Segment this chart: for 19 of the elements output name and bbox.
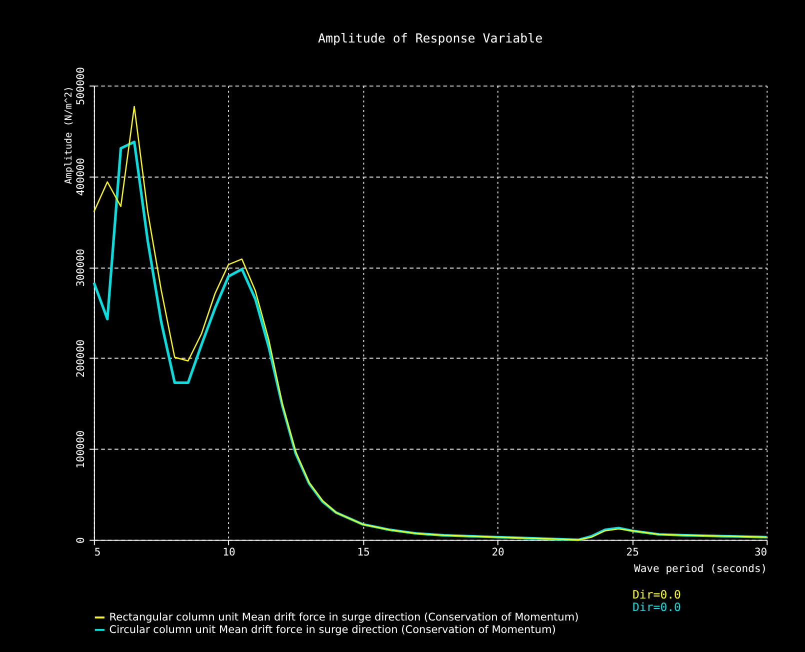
x-tick-label: 25 — [626, 546, 639, 559]
y-tick-label: 0 — [74, 537, 87, 544]
legend-label: Circular column unit Mean drift force in surge direction (Conservation of Momentum) — [109, 624, 556, 636]
text: Dir=0.0 — [632, 600, 682, 614]
y-tick-label: 200000 — [74, 340, 87, 378]
y-tick-label: 100000 — [74, 430, 87, 468]
x-tick-label: 30 — [754, 546, 768, 559]
y-tick-label: 400000 — [74, 158, 87, 196]
y-axis-title: Amplitude (N/m^2) — [63, 86, 74, 184]
text: Dir=0.0 — [632, 587, 682, 602]
x-tick-label: 10 — [222, 546, 236, 559]
x-axis-title: Wave period (seconds) — [634, 562, 768, 575]
x-tick-label: 20 — [492, 546, 504, 559]
y-tick-label: 500000 — [74, 67, 87, 106]
legend-label: Rectangular column unit Mean drift force in surge direction (Conservation of Momentum) — [109, 611, 579, 624]
chart-title: Amplitude of Response Variable — [318, 30, 543, 46]
y-tick-label: 300000 — [74, 248, 87, 287]
x-tick-label: 5 — [94, 546, 101, 559]
x-tick-label: 15 — [357, 546, 370, 559]
